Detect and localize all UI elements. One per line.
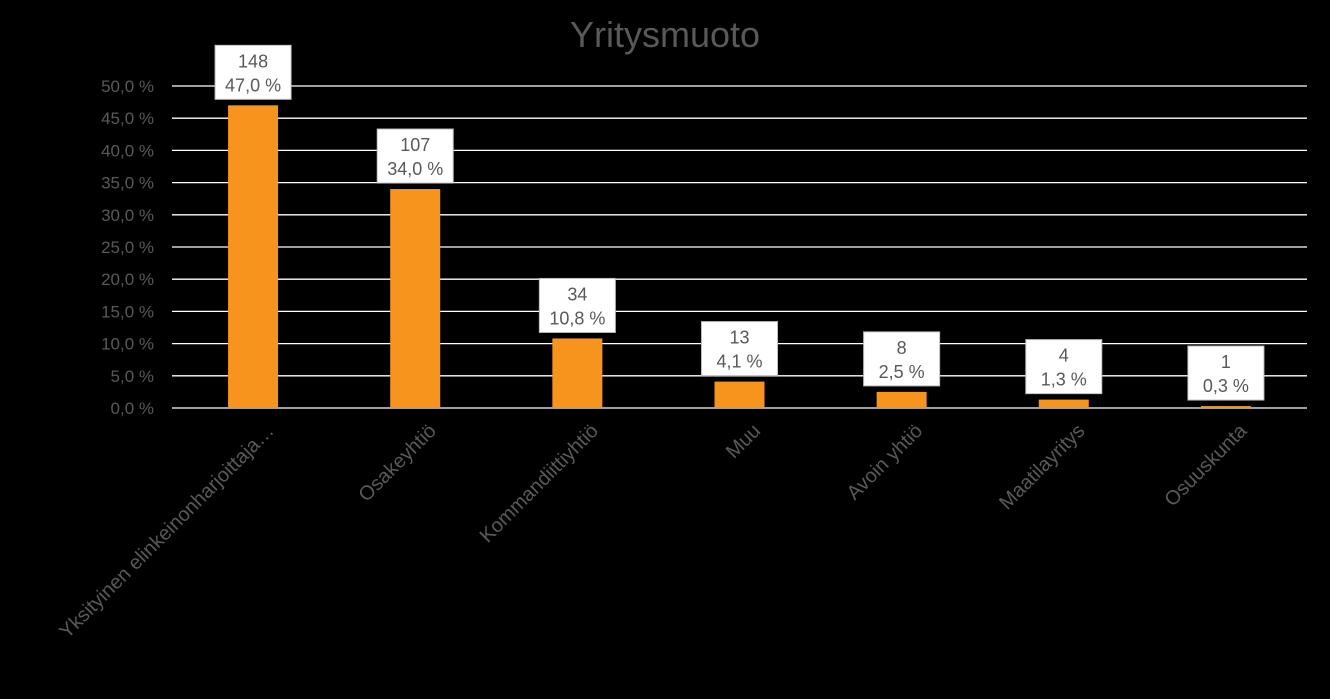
data-label-count: 8 [897,338,907,358]
data-label-box [1187,345,1265,401]
data-label-percent: 0,3 % [1203,376,1249,396]
y-tick-label: 20,0 % [101,270,154,289]
x-tick-label: Osuuskunta [1160,419,1252,511]
data-label-percent: 4,1 % [716,352,762,372]
x-tick-label: Yksityinen elinkeinonharjoittaja… [56,420,279,643]
data-label-box [376,128,454,184]
data-label-box [863,331,941,387]
y-tick-label: 5,0 % [111,367,154,386]
y-tick-label: 15,0 % [101,302,154,321]
chart-title: Yritysmuoto [569,14,761,55]
data-label-percent: 1,3 % [1041,370,1087,390]
data-label-box [1025,339,1103,395]
bar [390,189,441,408]
y-tick-label: 40,0 % [101,141,154,160]
data-label-percent: 2,5 % [879,362,925,382]
bar [876,391,927,408]
y-tick-label: 0,0 % [111,399,154,418]
data-label-count: 13 [729,328,749,348]
bar [714,381,765,408]
y-tick-label: 35,0 % [101,174,154,193]
bar [228,105,279,408]
x-tick-label: Muu [722,420,765,463]
y-tick-label: 45,0 % [101,109,154,128]
data-label-count: 107 [400,135,430,155]
bar [1200,406,1251,408]
data-label-count: 34 [567,284,587,304]
data-label-count: 148 [238,51,268,71]
x-tick-label: Maatilayritys [995,420,1089,514]
x-tick-label: Osakeyhtiö [354,420,440,506]
x-tick-label: Kommandiittiyhtiö [476,420,603,547]
data-label-percent: 34,0 % [387,159,443,179]
bar [1038,399,1089,408]
y-tick-label: 30,0 % [101,206,154,225]
bar [552,338,603,408]
data-label-count: 1 [1221,352,1231,372]
data-label-box [214,44,292,100]
data-label-percent: 47,0 % [225,75,281,95]
y-tick-label: 50,0 % [101,77,154,96]
y-tick-label: 25,0 % [101,238,154,257]
data-label-box [701,321,778,377]
data-label-box [538,277,616,333]
data-label-count: 4 [1059,346,1069,366]
y-tick-label: 10,0 % [101,335,154,354]
data-label-percent: 10,8 % [549,308,605,328]
x-tick-label: Avoin yhtiö [843,420,927,504]
